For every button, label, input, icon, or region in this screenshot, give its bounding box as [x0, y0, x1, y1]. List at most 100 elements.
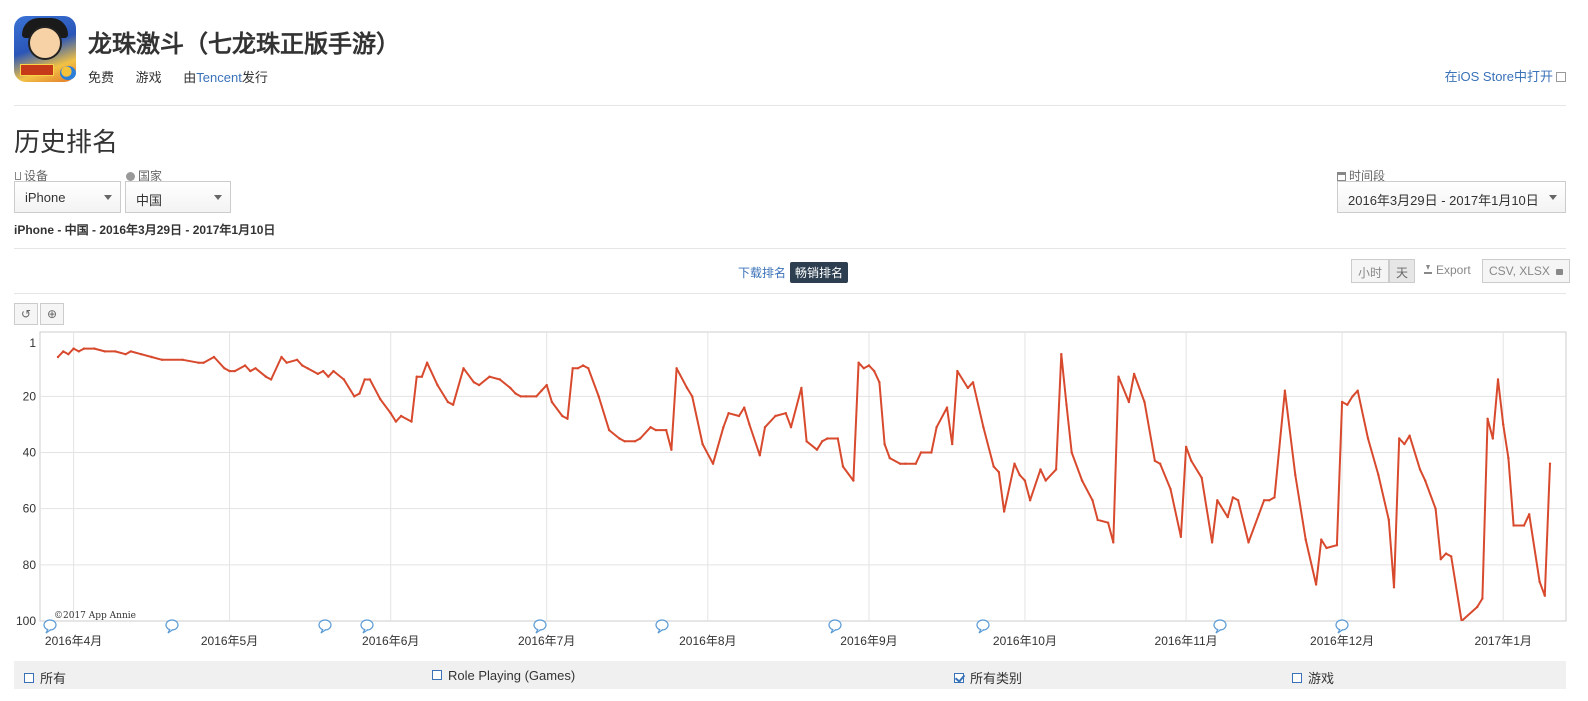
event-marker-icon[interactable] — [655, 619, 669, 634]
export-format-button[interactable]: CSV, XLSX — [1482, 259, 1571, 283]
data-point — [1476, 605, 1479, 609]
data-point — [1216, 499, 1219, 502]
publisher-link[interactable]: Tencent — [196, 70, 242, 85]
data-point — [1392, 586, 1396, 589]
data-point — [997, 471, 1001, 474]
event-marker-icon[interactable] — [318, 619, 332, 634]
data-point — [1247, 541, 1250, 544]
data-point — [1294, 473, 1297, 477]
event-marker-icon[interactable] — [976, 619, 990, 634]
data-point — [420, 375, 424, 378]
legend-label: 游戏 — [1308, 671, 1335, 686]
tab-downloads[interactable]: 下载排名 — [738, 266, 787, 280]
data-point — [197, 361, 200, 364]
data-point — [1132, 372, 1136, 376]
data-point — [1054, 468, 1058, 471]
data-point — [306, 367, 309, 370]
data-point — [389, 412, 392, 415]
app-price: 免费 — [88, 70, 115, 85]
data-point — [857, 361, 860, 364]
data-point — [415, 375, 418, 378]
data-point — [1023, 479, 1027, 482]
legend-item[interactable]: 所有类别 — [954, 668, 1022, 687]
event-marker-icon[interactable] — [165, 619, 179, 634]
chevron-down-icon — [104, 195, 112, 200]
legend-item[interactable]: 所有 — [24, 668, 66, 687]
data-point — [498, 378, 502, 381]
data-point — [1096, 518, 1099, 522]
data-point — [1127, 400, 1131, 404]
period-select[interactable]: 2016年3月29日 - 2017年1月10日 — [1337, 181, 1566, 213]
event-marker-icon[interactable] — [1213, 619, 1227, 634]
data-point — [114, 350, 117, 353]
publisher-suffix: 发行 — [241, 70, 268, 85]
data-point — [774, 414, 777, 418]
checkbox-icon[interactable] — [24, 673, 34, 683]
data-point — [1351, 395, 1354, 398]
data-point — [1434, 507, 1437, 510]
country-select[interactable]: 中国 — [125, 181, 231, 213]
device-select[interactable]: iPhone — [14, 181, 121, 213]
event-marker-icon[interactable] — [360, 619, 374, 634]
data-point — [223, 367, 226, 370]
legend-item[interactable]: 游戏 — [1292, 668, 1334, 687]
data-point — [1153, 459, 1157, 463]
data-point — [1158, 462, 1162, 465]
data-point — [280, 355, 283, 359]
device-label: 设备 — [15, 167, 48, 184]
event-marker-icon[interactable] — [533, 619, 547, 634]
y-tick-label: 80 — [23, 558, 37, 572]
data-point — [228, 369, 231, 373]
data-point — [1169, 487, 1172, 491]
reset-zoom-button[interactable]: ↺ — [14, 303, 38, 325]
x-tick-label: 2016年4月 — [45, 634, 102, 648]
zoom-button[interactable]: ⊕ — [40, 303, 64, 325]
tab-grossing[interactable]: 畅销排名 — [790, 262, 849, 283]
data-point — [249, 369, 252, 373]
data-point — [1543, 594, 1547, 597]
data-point — [1408, 434, 1411, 437]
event-marker-icon[interactable] — [43, 619, 57, 634]
data-point — [363, 378, 366, 381]
data-point — [1236, 499, 1240, 502]
data-point — [971, 381, 975, 384]
chevron-down-icon — [214, 195, 222, 200]
data-point — [254, 367, 257, 370]
event-marker-icon[interactable] — [1335, 619, 1349, 634]
legend-item[interactable]: Role Playing (Games) — [432, 668, 575, 683]
data-point — [332, 369, 335, 373]
data-point — [1403, 442, 1406, 446]
data-point — [623, 440, 626, 443]
data-point — [1184, 445, 1188, 449]
data-point — [1273, 496, 1276, 499]
data-point — [353, 395, 356, 398]
data-point — [1507, 456, 1510, 460]
data-point — [462, 367, 465, 370]
data-point — [1528, 513, 1531, 516]
rank-history-chart[interactable]: 1 20 40 60 80 100 2016年4月 2016年5月 2016年6月 2016年7月… — [0, 0, 1588, 661]
x-tick-label: 2016年11月 — [1155, 634, 1218, 648]
data-point — [1304, 538, 1307, 541]
calendar-icon — [1337, 172, 1346, 181]
data-point — [285, 361, 288, 364]
checkbox-icon[interactable] — [432, 670, 442, 680]
data-point — [1018, 473, 1021, 477]
data-point — [919, 451, 923, 454]
granularity-hour-button[interactable]: 小时 — [1351, 259, 1390, 283]
event-marker-icon[interactable] — [828, 619, 842, 634]
checkbox-checked-icon[interactable] — [954, 673, 964, 683]
granularity-day-button[interactable]: 天 — [1389, 259, 1416, 283]
open-in-store-link[interactable]: 在iOS Store中打开 — [1445, 66, 1566, 85]
app-title: 龙珠激斗（七龙珠正版手游） — [88, 31, 400, 58]
data-point — [358, 392, 361, 395]
globe-icon — [126, 172, 135, 181]
data-point — [1044, 479, 1047, 482]
checkbox-icon[interactable] — [1292, 673, 1302, 683]
data-point — [524, 395, 528, 398]
data-point — [1486, 417, 1489, 420]
data-point — [665, 428, 668, 432]
app-meta: 免费 游戏 由Tencent发行 — [88, 67, 286, 86]
data-point — [581, 364, 585, 367]
data-point — [685, 386, 689, 390]
data-point — [1512, 524, 1515, 527]
